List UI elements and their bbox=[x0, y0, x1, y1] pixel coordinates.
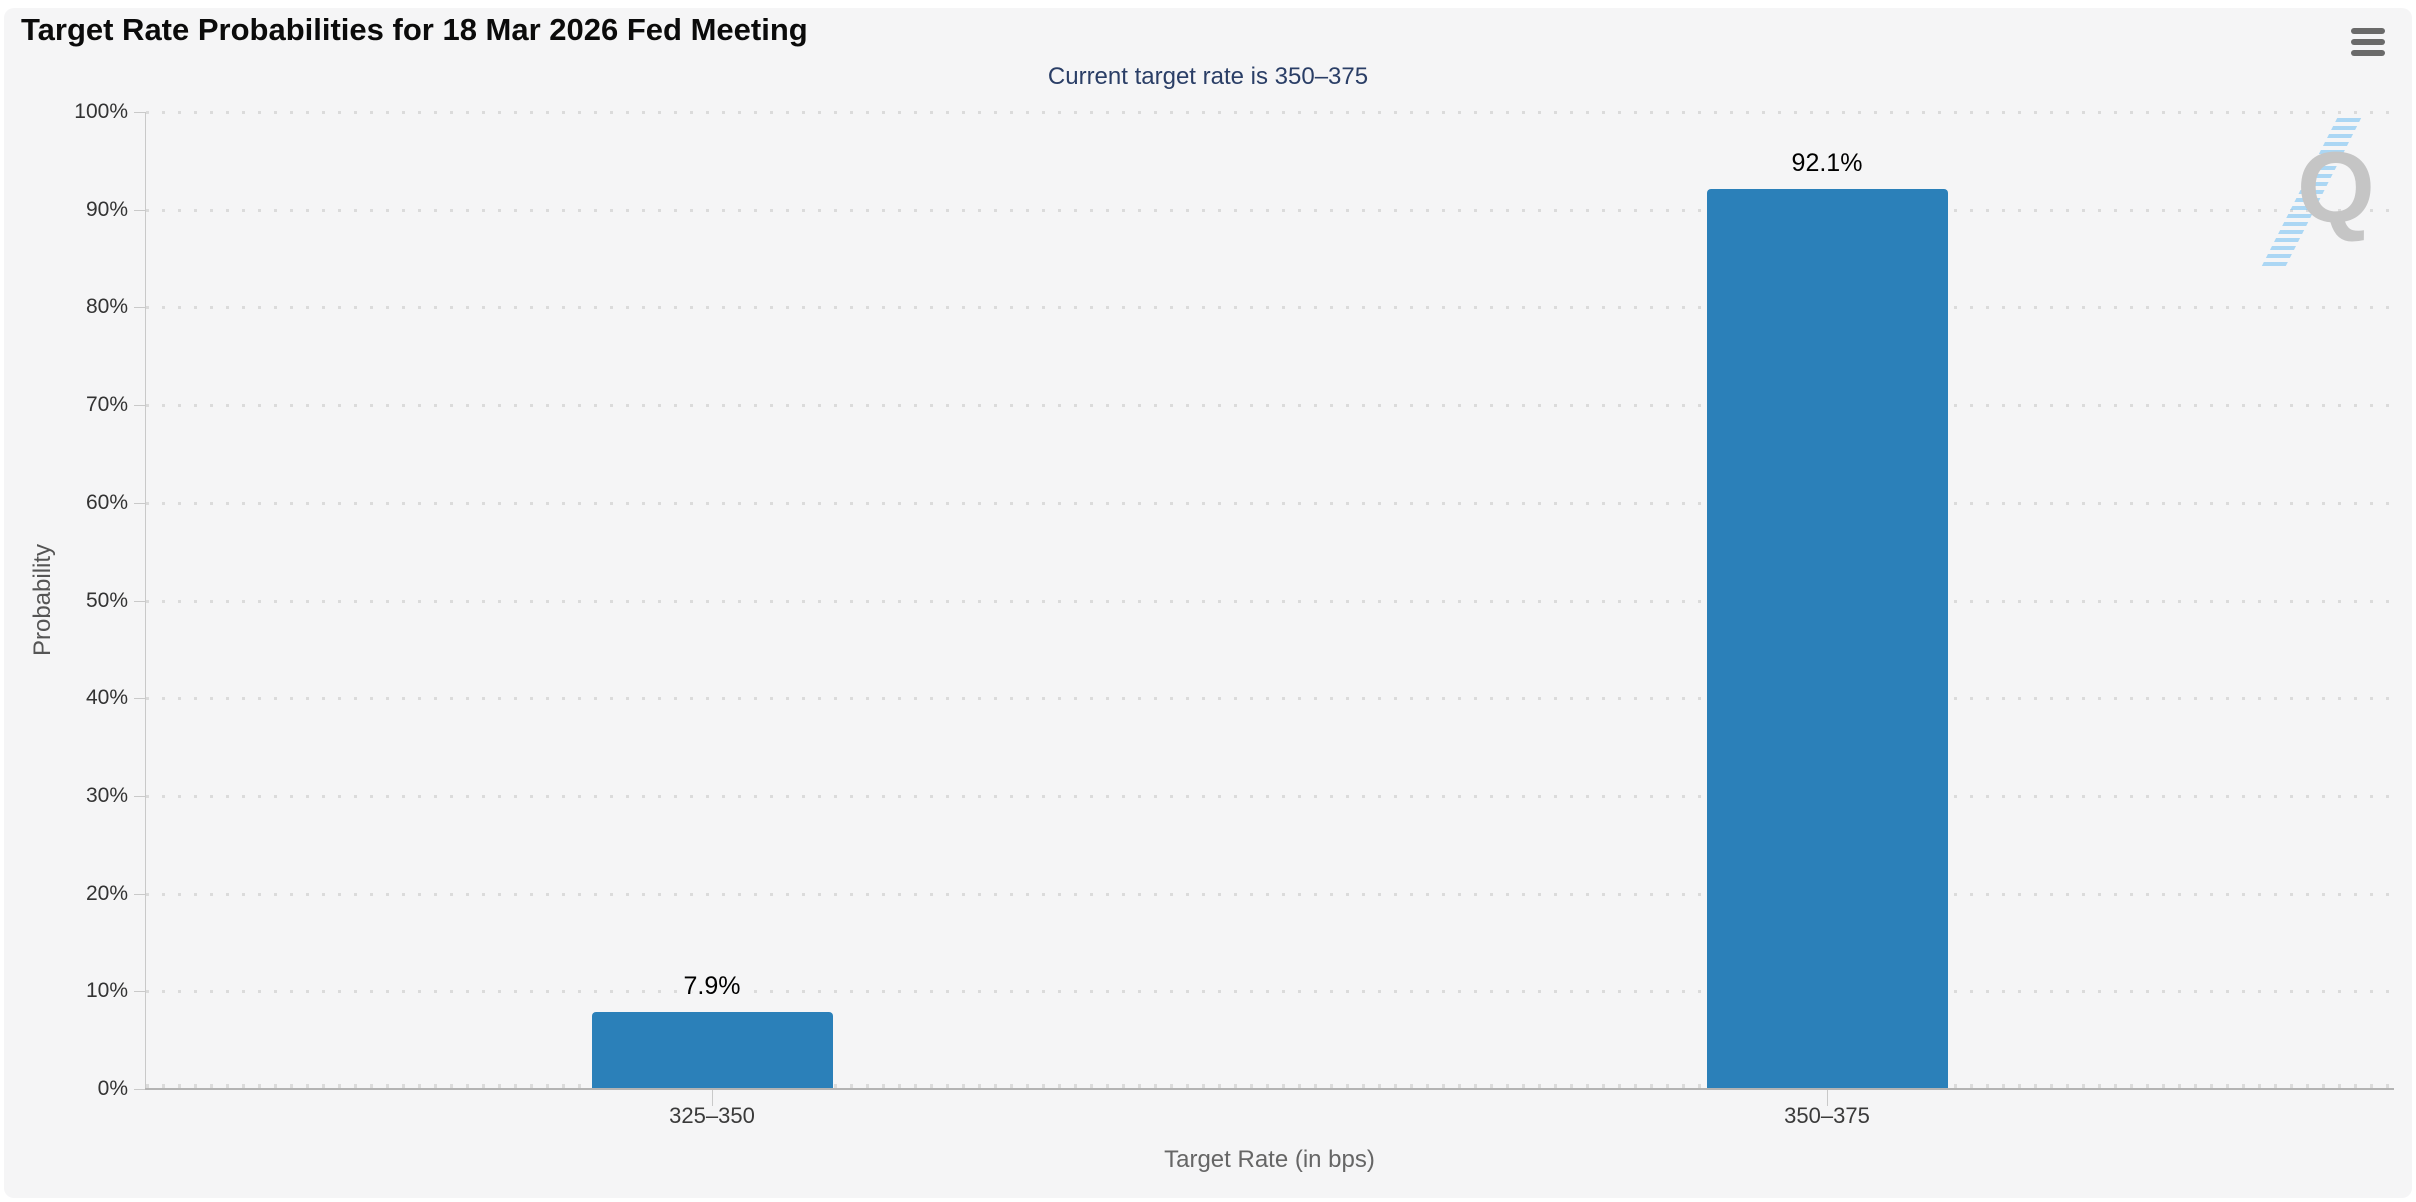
y-axis-line bbox=[145, 112, 146, 1089]
gridline-80% bbox=[146, 306, 2394, 309]
chart-subtitle: Current target rate is 350–375 bbox=[1047, 63, 1369, 90]
y-axis-tick bbox=[134, 405, 145, 406]
x-axis-line bbox=[145, 1088, 2394, 1090]
y-axis-tick bbox=[134, 307, 145, 308]
x-axis-tick bbox=[712, 1090, 713, 1106]
x-axis-category-label: 350–375 bbox=[1784, 1103, 1870, 1128]
x-axis-tick bbox=[1827, 1090, 1828, 1106]
gridline-10% bbox=[146, 990, 2394, 993]
y-axis-tick-label: 30% bbox=[85, 784, 128, 807]
bar-value-label: 7.9% bbox=[683, 972, 741, 1000]
gridline-20% bbox=[146, 893, 2394, 896]
watermark-hatch-icon bbox=[2260, 118, 2362, 268]
x-axis-category-label: 325–350 bbox=[669, 1103, 755, 1128]
y-axis-tick-label: 80% bbox=[85, 295, 128, 318]
gridline-60% bbox=[146, 502, 2394, 505]
y-axis-tick bbox=[134, 894, 145, 895]
y-axis-tick bbox=[134, 503, 145, 504]
gridline-70% bbox=[146, 404, 2394, 407]
y-axis-tick bbox=[134, 991, 145, 992]
bar-325-350[interactable] bbox=[591, 1012, 833, 1089]
y-axis-tick bbox=[134, 796, 145, 797]
gridline-0% bbox=[146, 1084, 2394, 1088]
y-axis-tick bbox=[134, 601, 145, 602]
y-axis-tick-label: 20% bbox=[85, 882, 128, 905]
q-logo-icon: Q bbox=[2297, 132, 2375, 244]
chart-card bbox=[4, 8, 2412, 1198]
chart-context-menu-button[interactable] bbox=[2344, 20, 2392, 64]
hamburger-menu-icon bbox=[2351, 28, 2385, 34]
gridline-30% bbox=[146, 795, 2394, 798]
bar-value-label: 92.1% bbox=[1791, 149, 1863, 177]
gridline-100% bbox=[146, 111, 2394, 114]
gridline-50% bbox=[146, 600, 2394, 603]
hamburger-menu-icon bbox=[2351, 39, 2385, 45]
y-axis-tick bbox=[134, 698, 145, 699]
y-axis-tick-label: 60% bbox=[85, 491, 128, 514]
quikstrike-watermark: Q bbox=[2255, 112, 2415, 282]
chart-title: Target Rate Probabilities for 18 Mar 202… bbox=[21, 12, 808, 47]
gridline-90% bbox=[146, 209, 2394, 212]
hamburger-menu-icon bbox=[2351, 50, 2385, 56]
y-axis-tick-label: 40% bbox=[85, 686, 128, 709]
y-axis-tick-label: 10% bbox=[85, 979, 128, 1002]
y-axis-tick-label: 90% bbox=[85, 198, 128, 221]
y-axis-tick-label: 70% bbox=[85, 393, 128, 416]
y-axis-tick bbox=[134, 210, 145, 211]
y-axis-tick bbox=[134, 1089, 145, 1090]
bar-350-375[interactable] bbox=[1706, 189, 1948, 1089]
gridline-40% bbox=[146, 697, 2394, 700]
y-axis-tick-label: 100% bbox=[74, 100, 128, 123]
y-axis-tick-label: 0% bbox=[97, 1077, 128, 1100]
y-axis-title: Probability bbox=[29, 543, 56, 657]
y-axis-tick-label: 50% bbox=[85, 589, 128, 612]
y-axis-tick bbox=[134, 112, 145, 113]
x-axis-title: Target Rate (in bps) bbox=[1164, 1146, 1375, 1173]
